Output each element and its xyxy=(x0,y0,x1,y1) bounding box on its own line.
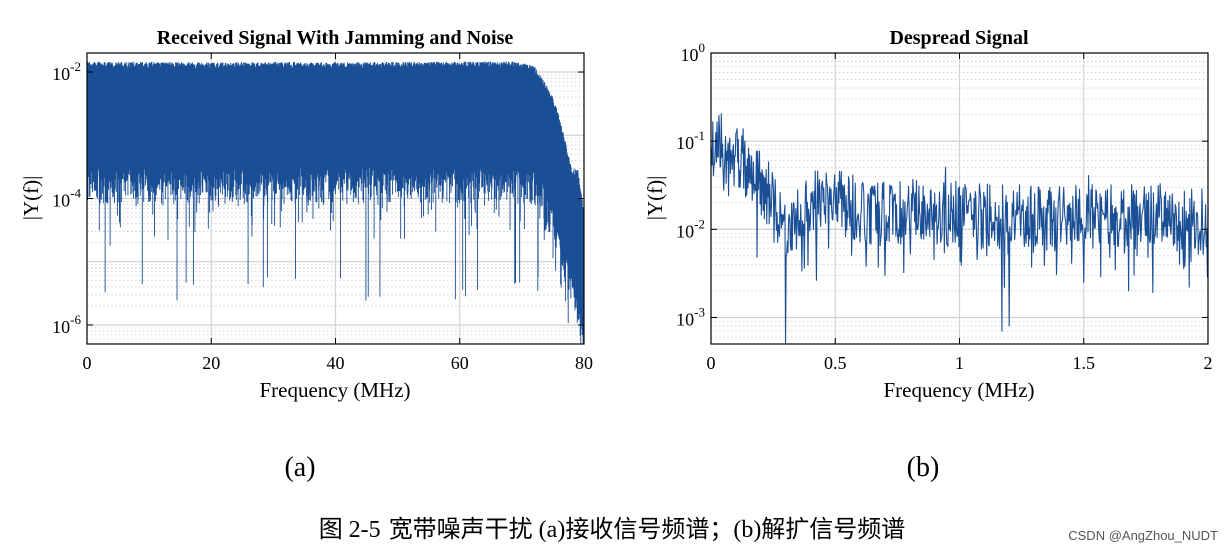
caption-figure-number: 图 2-5 xyxy=(319,517,381,543)
x-tick-label: 60 xyxy=(451,353,469,373)
y-tick-base: 10 xyxy=(52,64,70,84)
caption-text: 宽带噪声干扰 (a)接收信号频谱；(b)解扩信号频谱 xyxy=(389,516,906,543)
x-tick-label: 0 xyxy=(707,353,716,373)
y-tick-exponent: -3 xyxy=(694,304,705,319)
panel-b-x-label: Frequency (MHz) xyxy=(883,378,1034,402)
y-tick-label: 10-2 xyxy=(52,59,81,84)
panel-b-x-ticks: 0 0.5 1 1.5 2 xyxy=(707,53,1213,373)
x-tick-label: 20 xyxy=(202,353,220,373)
y-tick-label: 100 xyxy=(681,40,706,65)
panel-b-y-label: |Y(f)| xyxy=(643,176,667,221)
panel-a-x-ticks: 0 20 40 60 80 xyxy=(83,53,593,373)
y-tick-label: 10-4 xyxy=(52,186,81,211)
x-tick-label: 2 xyxy=(1204,353,1213,373)
panel-b-spectrum-line xyxy=(710,113,1209,345)
y-tick-base: 10 xyxy=(52,317,70,337)
panel-b-sublabel: (b) xyxy=(907,452,940,483)
panel-a-chart: Received Signal With Jamming and Noise 0… xyxy=(19,27,593,483)
x-tick-label: 0.5 xyxy=(824,353,847,373)
y-tick-base: 10 xyxy=(676,309,694,329)
x-tick-label: 1 xyxy=(955,353,964,373)
y-tick-label: 10-6 xyxy=(52,312,81,337)
x-tick-label: 40 xyxy=(327,353,345,373)
y-tick-label: 10-1 xyxy=(676,128,705,153)
panel-a-y-ticks: 10-210-410-6 xyxy=(52,59,584,337)
y-tick-exponent: -1 xyxy=(694,128,705,143)
x-tick-label: 1.5 xyxy=(1073,353,1096,373)
figure-caption: 图 2-5 宽带噪声干扰 (a)接收信号频谱；(b)解扩信号频谱 xyxy=(319,516,906,543)
y-tick-base: 10 xyxy=(676,221,694,241)
x-tick-label: 0 xyxy=(83,353,92,373)
y-tick-base: 10 xyxy=(676,133,694,153)
y-tick-exponent: -2 xyxy=(694,216,705,231)
panel-b-title: Despread Signal xyxy=(889,27,1029,49)
panel-b-chart: Despread Signal 0 0.5 1 1.5 2 10010-110-210-… xyxy=(643,27,1213,483)
y-tick-exponent: -6 xyxy=(70,312,81,327)
panel-a-y-label: |Y(f)| xyxy=(19,176,43,221)
y-tick-base: 10 xyxy=(681,45,699,65)
panel-a-sublabel: (a) xyxy=(284,452,315,483)
csdn-watermark: CSDN @AngZhou_NUDT xyxy=(1068,528,1218,543)
spectrum-trace xyxy=(710,113,1209,345)
y-tick-label: 10-3 xyxy=(676,304,705,329)
y-tick-label: 10-2 xyxy=(676,216,705,241)
y-tick-base: 10 xyxy=(52,191,70,211)
x-tick-label: 80 xyxy=(575,353,593,373)
panel-a-x-label: Frequency (MHz) xyxy=(259,378,410,402)
y-tick-exponent: -2 xyxy=(70,59,81,74)
y-tick-exponent: 0 xyxy=(699,40,706,55)
panel-a-title: Received Signal With Jamming and Noise xyxy=(157,27,514,49)
y-tick-exponent: -4 xyxy=(70,186,81,201)
